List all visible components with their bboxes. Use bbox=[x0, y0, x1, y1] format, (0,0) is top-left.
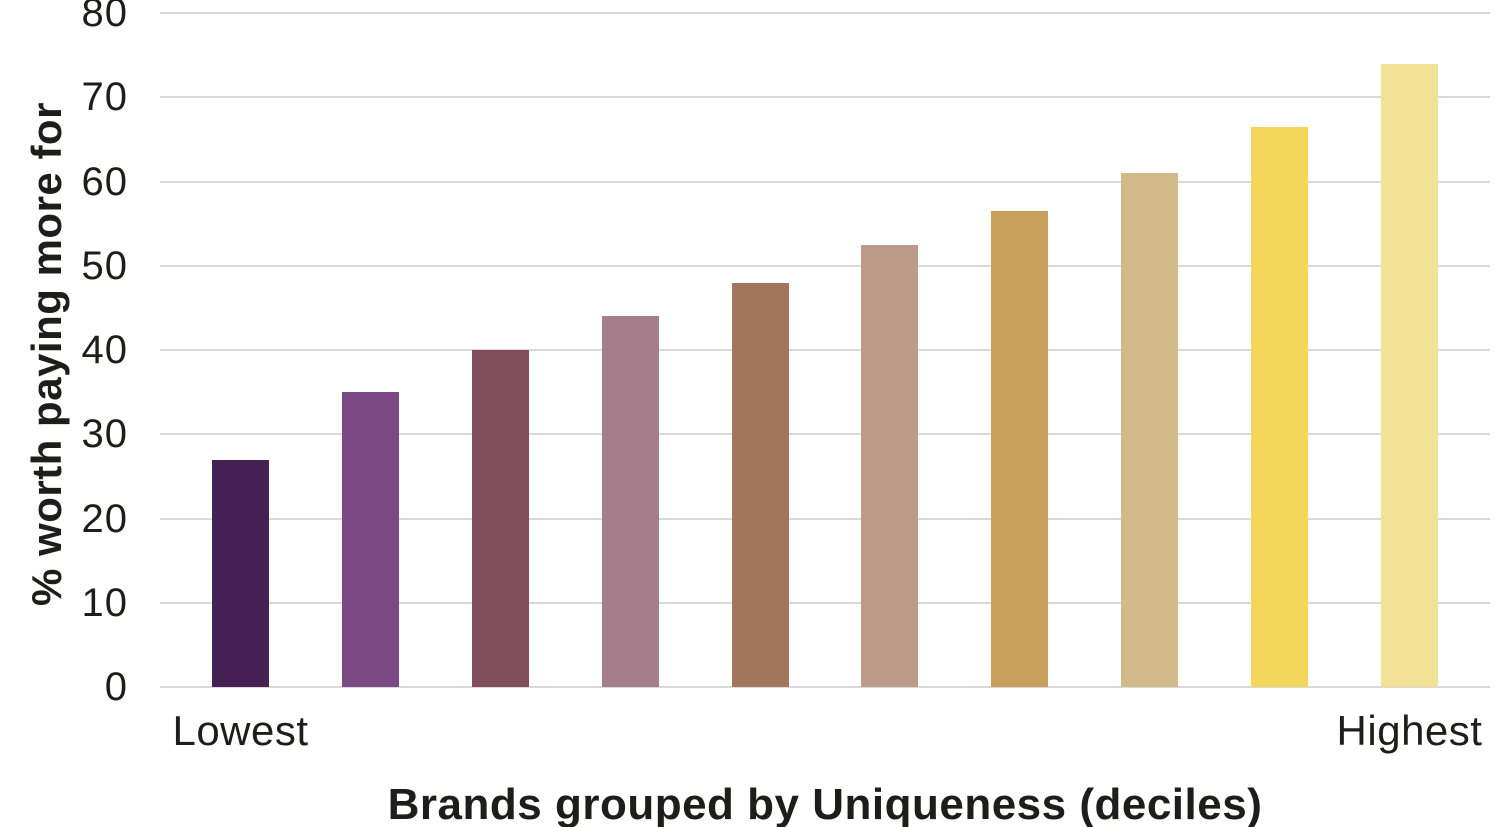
bar-decile-8 bbox=[1121, 173, 1179, 687]
y-tick-label-40: 40 bbox=[81, 328, 128, 372]
gridline-60 bbox=[160, 180, 1490, 183]
bar-decile-2 bbox=[341, 392, 399, 687]
y-tick-label-10: 10 bbox=[81, 580, 128, 625]
y-axis-tick-labels: 0 10 20 30 40 50 60 70 80 bbox=[0, 0, 128, 707]
bar-decile-9 bbox=[1251, 126, 1308, 687]
gridline-30 bbox=[160, 433, 1490, 436]
bars bbox=[160, 13, 1490, 687]
bar-decile-4 bbox=[601, 316, 659, 687]
bar-decile-5 bbox=[731, 282, 789, 687]
x-tick-label-highest: Highest bbox=[1336, 707, 1483, 754]
gridline-40 bbox=[160, 349, 1490, 351]
y-tick-label-50: 50 bbox=[81, 243, 128, 288]
gridline-70 bbox=[160, 96, 1490, 99]
x-axis-tick-labels: Lowest Highest bbox=[160, 708, 1490, 763]
y-tick-label-20: 20 bbox=[81, 496, 128, 541]
y-tick-label-60: 60 bbox=[81, 159, 128, 204]
bar-decile-10 bbox=[1380, 63, 1438, 687]
y-tick-label-30: 30 bbox=[81, 412, 128, 457]
y-tick-label-0: 0 bbox=[104, 665, 128, 709]
bar-decile-1 bbox=[212, 459, 269, 687]
x-tick-label-lowest: Lowest bbox=[172, 707, 309, 754]
x-axis-title: Brands grouped by Uniqueness (deciles) bbox=[387, 780, 1263, 827]
gridline-10 bbox=[160, 601, 1490, 604]
gridline-80 bbox=[160, 12, 1490, 14]
bar-decile-6 bbox=[861, 244, 919, 687]
plot-area bbox=[160, 12, 1490, 688]
y-tick-label-80: 80 bbox=[81, 0, 128, 35]
gridline-50 bbox=[160, 264, 1490, 267]
gridline-0 bbox=[160, 686, 1490, 688]
bar-decile-3 bbox=[471, 350, 529, 687]
gridline-20 bbox=[160, 517, 1490, 520]
bar-decile-7 bbox=[991, 211, 1049, 687]
y-tick-label-70: 70 bbox=[81, 75, 128, 120]
